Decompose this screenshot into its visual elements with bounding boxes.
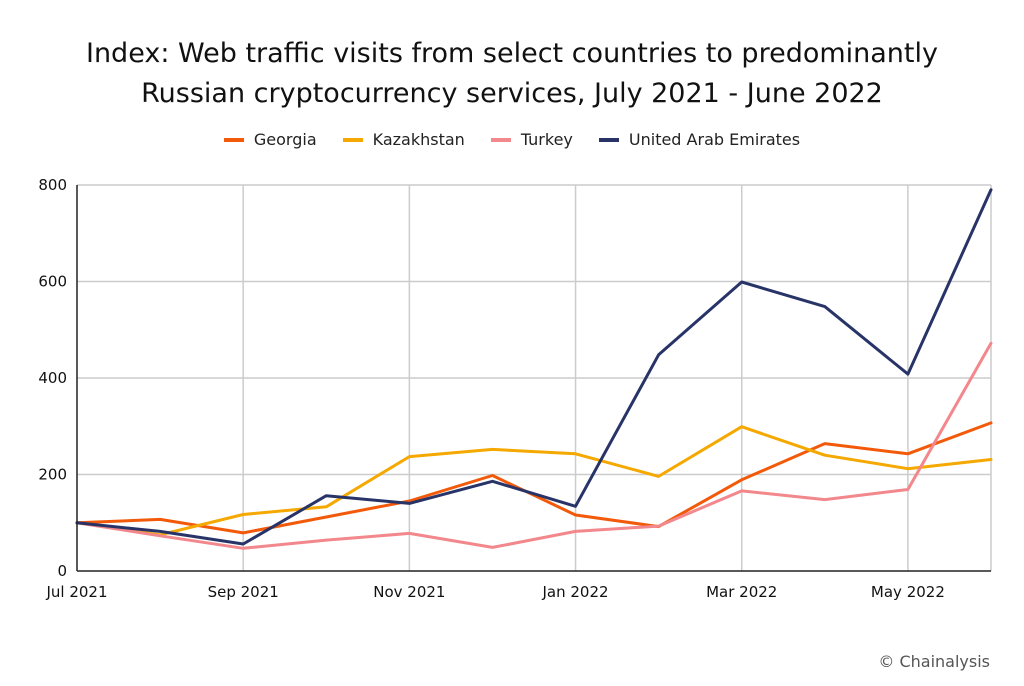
legend-item-turkey[interactable]: Turkey — [490, 130, 573, 149]
legend-label-kazakhstan: Kazakhstan — [372, 130, 465, 149]
source-credit: © Chainalysis — [878, 652, 990, 671]
legend-swatch-uae — [598, 137, 619, 142]
x-tick-label-may-2022: May 2022 — [871, 583, 945, 601]
legend-item-georgia[interactable]: Georgia — [223, 130, 317, 149]
series-line-united-arab-emirates[interactable] — [75, 188, 993, 546]
y-tick-labels: 0 200 400 600 800 — [38, 176, 67, 580]
legend-label-turkey: Turkey — [520, 130, 573, 149]
chart-title: Index: Web traffic visits from select co… — [0, 34, 1024, 114]
legend-swatch-kazakhstan — [342, 137, 363, 142]
grid-lines — [77, 184, 992, 571]
series-line-kazakhstan[interactable] — [75, 425, 993, 537]
chart-title-line-2: Russian cryptocurrency services, July 20… — [141, 78, 883, 109]
series-line-turkey[interactable] — [75, 341, 993, 550]
x-tick-label-jul-2021: Jul 2021 — [45, 583, 107, 601]
y-tick-label-200: 200 — [38, 466, 67, 484]
x-tick-label-sep-2021: Sep 2021 — [208, 583, 279, 601]
legend-swatch-turkey — [490, 137, 511, 142]
chart-title-line-1: Index: Web traffic visits from select co… — [85, 38, 938, 69]
legend-item-kazakhstan[interactable]: Kazakhstan — [342, 130, 465, 149]
x-tick-labels: Jul 2021 Sep 2021 Nov 2021 Jan 2022 Mar 2022… — [45, 583, 944, 601]
y-tick-label-800: 800 — [38, 176, 67, 194]
x-tick-label-mar-2022: Mar 2022 — [706, 583, 777, 601]
y-tick-label-0: 0 — [57, 562, 67, 580]
x-tick-label-nov-2021: Nov 2021 — [373, 583, 445, 601]
y-tick-label-400: 400 — [38, 369, 67, 387]
x-tick-label-jan-2022: Jan 2022 — [542, 583, 609, 601]
legend-label-georgia: Georgia — [253, 130, 317, 149]
chart-legend: Georgia Kazakhstan Turkey United Arab Em… — [0, 130, 1024, 149]
legend-swatch-georgia — [223, 137, 244, 142]
series-line-georgia[interactable] — [75, 421, 993, 535]
y-tick-label-600: 600 — [38, 273, 67, 291]
series-lines — [75, 188, 993, 550]
legend-label-uae: United Arab Emirates — [628, 130, 801, 149]
legend-item-uae[interactable]: United Arab Emirates — [598, 130, 801, 149]
axes — [76, 185, 991, 572]
